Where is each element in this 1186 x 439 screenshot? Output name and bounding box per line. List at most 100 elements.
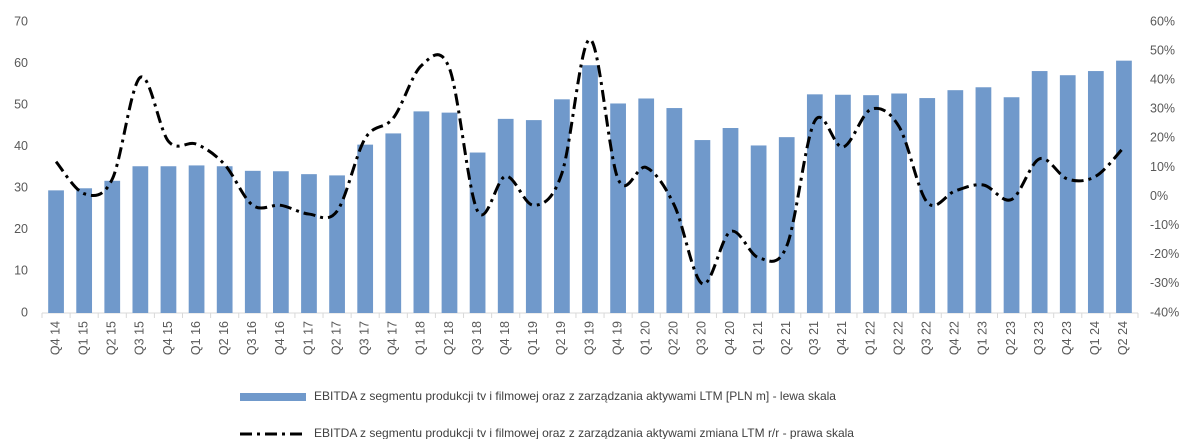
y-tick-label: 40 xyxy=(14,139,28,153)
bar xyxy=(1087,71,1104,313)
bar xyxy=(778,137,795,313)
y2-tick-label: 0% xyxy=(1150,189,1168,203)
x-tick-label: Q2 21 xyxy=(779,321,793,355)
bar xyxy=(947,90,964,313)
y2-tick-label: -40% xyxy=(1150,305,1179,319)
bar xyxy=(329,175,345,313)
bar xyxy=(610,103,626,313)
y2-tick-label: 40% xyxy=(1150,72,1175,86)
x-tick-label: Q4 20 xyxy=(723,321,737,355)
bar xyxy=(975,87,992,313)
y-tick-label: 10 xyxy=(14,264,28,278)
x-tick-label: Q2 15 xyxy=(105,321,119,355)
x-tick-label: Q2 20 xyxy=(667,321,681,355)
y-tick-label: 0 xyxy=(21,305,28,319)
bar xyxy=(273,171,289,313)
x-tick-label: Q1 20 xyxy=(639,321,653,355)
bar xyxy=(357,144,374,313)
bar xyxy=(160,166,177,313)
x-tick-label: Q1 16 xyxy=(189,321,203,355)
x-tick-label: Q3 20 xyxy=(695,321,709,355)
y2-tick-label: 20% xyxy=(1150,131,1175,145)
bar xyxy=(666,108,683,313)
x-tick-label: Q2 16 xyxy=(217,321,231,355)
x-tick-label: Q1 19 xyxy=(526,321,540,355)
y2-tick-label: -10% xyxy=(1150,218,1179,232)
y2-tick-label: 30% xyxy=(1150,102,1175,116)
bar xyxy=(1116,60,1132,313)
bar xyxy=(1003,97,1020,313)
x-tick-label: Q1 18 xyxy=(414,321,428,355)
x-tick-label: Q4 15 xyxy=(161,321,175,355)
x-tick-label: Q3 19 xyxy=(582,321,596,355)
bar xyxy=(722,128,739,313)
bar xyxy=(441,112,458,313)
bar xyxy=(1031,71,1048,313)
bar xyxy=(216,166,233,313)
bar xyxy=(750,145,767,313)
x-tick-label: Q4 18 xyxy=(498,321,512,355)
x-tick-label: Q1 23 xyxy=(976,321,990,355)
bar xyxy=(694,140,711,313)
x-tick-label: Q3 22 xyxy=(920,321,934,355)
y-tick-label: 50 xyxy=(14,97,28,111)
legend-label: EBITDA z segmentu produkcji tv i filmowe… xyxy=(314,389,836,403)
x-tick-label: Q3 15 xyxy=(133,321,147,355)
x-tick-label: Q1 21 xyxy=(751,321,765,355)
x-tick-label: Q2 19 xyxy=(554,321,568,355)
bar xyxy=(244,170,261,313)
y2-tick-label: -30% xyxy=(1150,276,1179,290)
x-tick-label: Q3 21 xyxy=(807,321,821,355)
x-tick-label: Q4 16 xyxy=(273,321,287,355)
y2-tick-label: 10% xyxy=(1150,160,1175,174)
x-tick-label: Q3 23 xyxy=(1032,321,1046,355)
bar xyxy=(554,99,570,313)
x-tick-label: Q2 18 xyxy=(442,321,456,355)
x-tick-label: Q1 15 xyxy=(76,321,90,355)
x-tick-label: Q1 22 xyxy=(863,321,877,355)
bar xyxy=(863,95,879,313)
bar xyxy=(301,174,317,313)
bar xyxy=(638,98,655,314)
x-tick-label: Q4 23 xyxy=(1060,321,1074,355)
bar xyxy=(48,190,64,313)
legend-swatch xyxy=(240,393,306,401)
bar xyxy=(385,133,402,313)
bar xyxy=(582,65,598,313)
x-tick-label: Q3 17 xyxy=(357,321,371,355)
bar xyxy=(76,188,93,313)
x-tick-label: Q2 22 xyxy=(891,321,905,355)
bar xyxy=(188,165,205,313)
bar xyxy=(469,152,486,313)
bar xyxy=(1059,75,1076,313)
x-tick-label: Q4 17 xyxy=(386,321,400,355)
bar xyxy=(919,98,936,313)
x-tick-label: Q4 19 xyxy=(610,321,624,355)
x-tick-label: Q2 17 xyxy=(329,321,343,355)
y2-tick-label: 60% xyxy=(1150,14,1175,28)
bar xyxy=(132,166,149,313)
legend-label: EBITDA z segmentu produkcji tv i filmowe… xyxy=(314,426,854,439)
bar xyxy=(806,94,823,313)
y2-tick-label: 50% xyxy=(1150,43,1175,57)
y-tick-label: 30 xyxy=(14,181,28,195)
x-tick-label: Q4 22 xyxy=(948,321,962,355)
x-tick-label: Q1 17 xyxy=(301,321,315,355)
bar xyxy=(525,120,542,313)
bar xyxy=(497,118,514,314)
y-tick-label: 70 xyxy=(14,14,28,28)
y-tick-label: 20 xyxy=(14,222,28,236)
x-tick-label: Q3 16 xyxy=(245,321,259,355)
bar xyxy=(891,93,907,313)
y2-tick-label: -20% xyxy=(1150,247,1179,261)
x-tick-label: Q2 24 xyxy=(1116,321,1130,355)
x-tick-label: Q2 23 xyxy=(1004,321,1018,355)
bar xyxy=(413,111,430,313)
x-tick-label: Q4 21 xyxy=(835,321,849,355)
y-tick-label: 60 xyxy=(14,56,28,70)
x-tick-label: Q1 24 xyxy=(1088,321,1102,355)
bar xyxy=(104,180,121,313)
bar xyxy=(835,94,851,313)
